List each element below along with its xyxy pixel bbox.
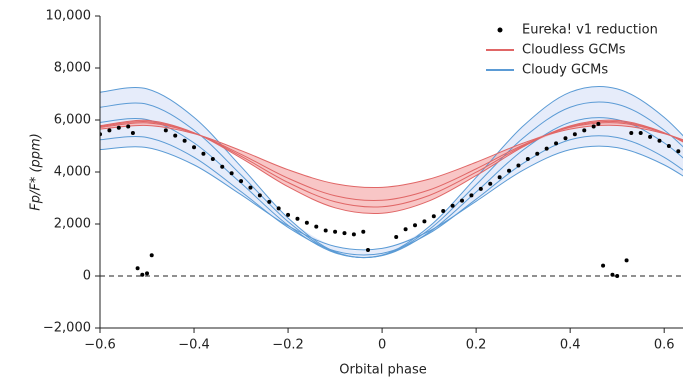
data-point <box>422 219 427 224</box>
model-envelope <box>100 86 683 258</box>
data-point <box>182 138 187 143</box>
data-point <box>478 186 483 191</box>
data-point <box>591 124 596 129</box>
data-point <box>431 214 436 219</box>
data-point <box>210 157 215 161</box>
data-point <box>450 203 455 208</box>
y-tick-label: 6,000 <box>54 113 91 128</box>
data-point <box>130 131 135 135</box>
data-point <box>624 258 629 263</box>
data-point <box>441 209 446 213</box>
data-point <box>163 128 168 133</box>
data-point <box>116 125 121 130</box>
data-point <box>323 228 328 233</box>
y-tick-label: 2,000 <box>54 217 91 232</box>
data-point <box>351 232 356 237</box>
data-point <box>629 131 634 135</box>
data-point <box>554 141 559 146</box>
data-point <box>257 193 262 198</box>
data-point <box>544 146 549 151</box>
model-envelope <box>100 120 683 214</box>
y-tick-label: 4,000 <box>54 165 91 180</box>
data-point <box>361 229 366 234</box>
data-point <box>413 223 418 228</box>
data-point <box>286 212 291 217</box>
data-point <box>507 168 512 173</box>
data-point <box>572 132 577 137</box>
y-tick-label: 8,000 <box>54 61 91 76</box>
model-line <box>100 135 683 256</box>
data-point <box>220 164 225 169</box>
data-point <box>601 263 606 268</box>
data-point <box>145 271 150 276</box>
plot-area <box>100 85 683 278</box>
x-axis-title: Orbital phase <box>339 363 426 378</box>
data-point <box>615 274 620 278</box>
model-line <box>100 145 683 251</box>
data-point <box>107 128 112 133</box>
data-point <box>248 185 253 190</box>
legend-label: Cloudy GCMs <box>522 63 608 78</box>
data-point <box>469 193 474 198</box>
y-axis-title: Fp/F* (ppm) <box>29 133 44 211</box>
data-point <box>648 134 653 139</box>
data-point <box>563 136 568 141</box>
model-line <box>100 85 683 259</box>
data-point <box>582 128 587 133</box>
model-line <box>100 117 683 259</box>
model-line <box>100 120 683 208</box>
data-point <box>276 206 281 211</box>
data-point <box>403 227 408 232</box>
data-point <box>295 216 300 221</box>
data-point <box>497 175 502 180</box>
data-point <box>126 124 131 129</box>
x-tick-label: 0 <box>378 338 386 353</box>
data-point <box>140 272 145 277</box>
data-point <box>666 144 671 148</box>
x-tick-label: 0.2 <box>466 338 487 353</box>
x-tick-label: −0.2 <box>272 338 304 353</box>
data-point <box>149 253 154 258</box>
data-point <box>192 145 197 150</box>
x-tick-label: 0.4 <box>560 338 581 353</box>
data-point <box>525 157 530 161</box>
data-point <box>460 198 465 203</box>
data-point <box>657 138 662 143</box>
data-point <box>516 163 521 168</box>
data-point <box>365 248 370 252</box>
data-point <box>173 133 178 138</box>
legend-label: Cloudless GCMs <box>522 43 626 58</box>
x-tick-label: −0.4 <box>178 338 210 353</box>
data-point <box>135 266 140 271</box>
data-point <box>239 179 244 184</box>
data-point <box>610 272 615 277</box>
data-point <box>638 131 643 135</box>
data-point <box>488 181 493 186</box>
legend-label: Eureka! v1 reduction <box>522 23 658 38</box>
data-point <box>596 121 601 126</box>
legend-swatch <box>497 27 503 33</box>
data-point <box>342 231 347 236</box>
data-point <box>304 220 309 225</box>
data-point <box>394 235 399 239</box>
x-tick-label: −0.6 <box>84 338 116 353</box>
data-point <box>201 151 206 156</box>
data-point <box>535 151 540 156</box>
data-point <box>333 229 338 234</box>
x-tick-label: 0.6 <box>654 338 675 353</box>
data-point <box>267 199 272 204</box>
y-tick-label: −2,000 <box>43 321 91 336</box>
data-point <box>229 171 234 176</box>
y-tick-label: 0 <box>83 269 91 284</box>
data-point <box>676 149 681 154</box>
y-tick-label: 10,000 <box>46 9 92 24</box>
data-point <box>314 224 319 229</box>
